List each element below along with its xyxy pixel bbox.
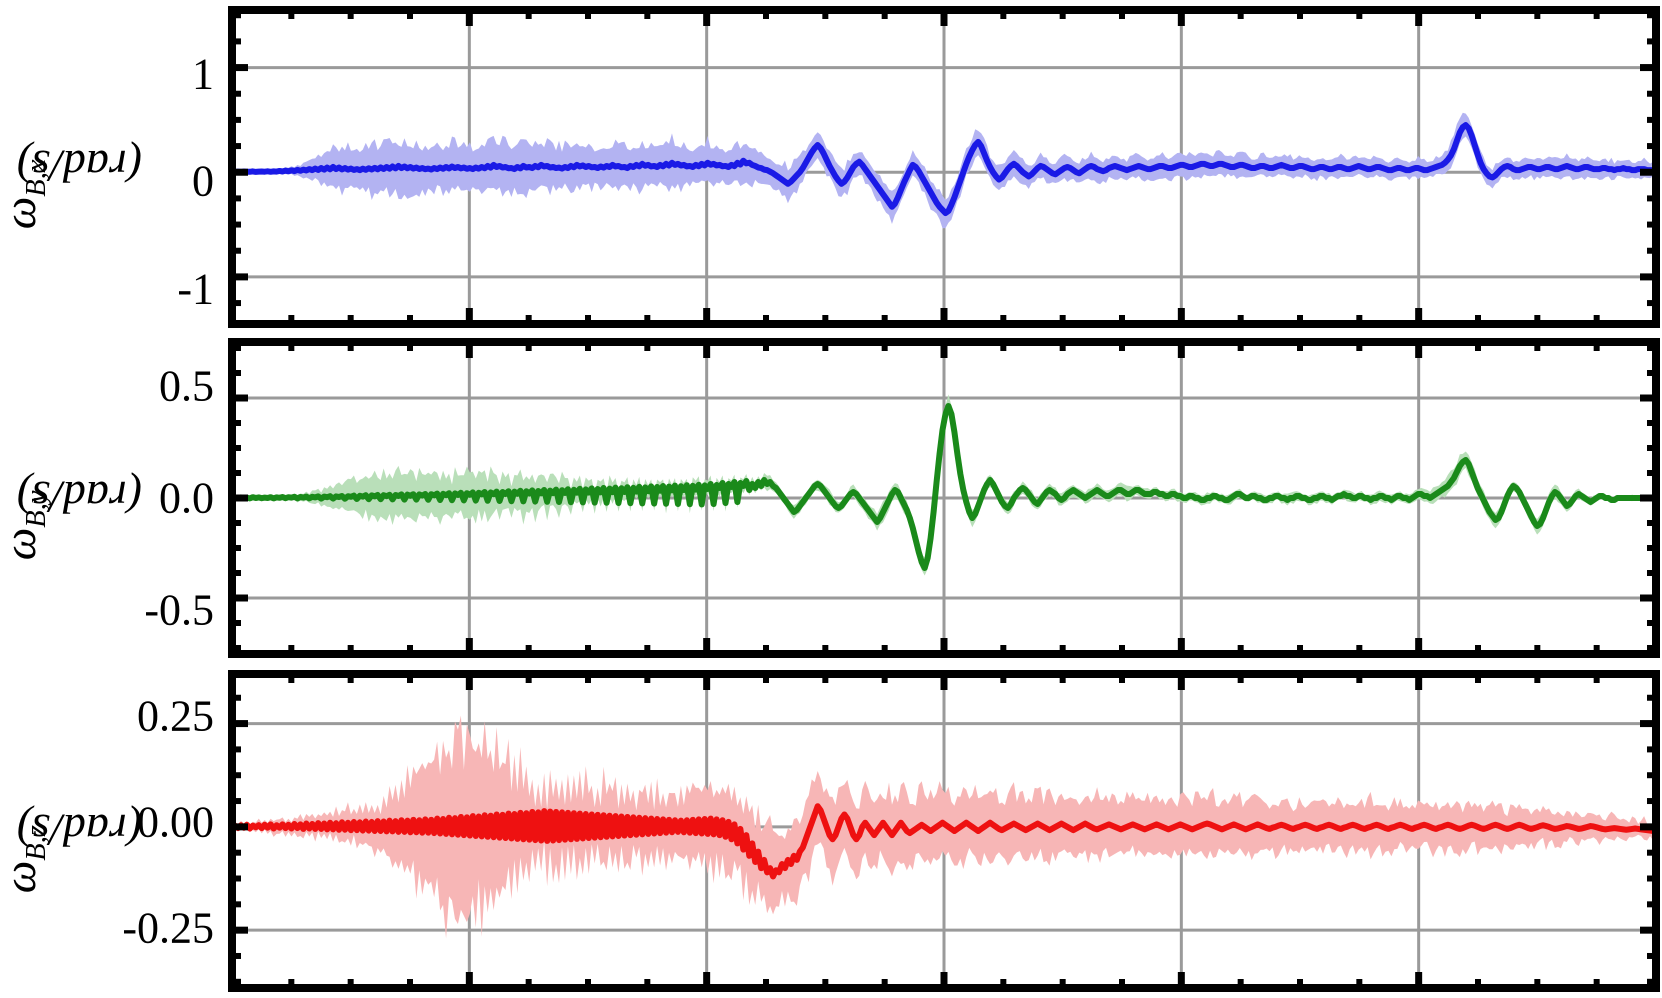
y-ticklabel: -0.25 bbox=[122, 903, 214, 953]
y-ticklabels-x: 1 0 -1 bbox=[90, 6, 214, 328]
y-ticklabel: 0.25 bbox=[137, 691, 214, 741]
panel-omega-bz: ωB,z(rad/s) 0.25 0.00 -0.25 bbox=[0, 670, 1662, 992]
y-axis-label-y: ωB,y(rad/s) bbox=[0, 338, 143, 658]
y-ticklabel: 0.0 bbox=[159, 473, 214, 523]
omega-symbol-y: ω bbox=[0, 528, 45, 560]
y-ticklabel: 0.5 bbox=[159, 361, 214, 411]
plot-area-y[interactable] bbox=[228, 338, 1660, 658]
y-ticklabels-y: 0.5 0.0 -0.5 bbox=[90, 338, 214, 658]
panel-omega-bx: ωB,x(rad/s) 1 0 -1 bbox=[0, 6, 1662, 328]
y-ticklabels-z: 0.25 0.00 -0.25 bbox=[68, 670, 214, 992]
y-ticklabel: 0.00 bbox=[137, 797, 214, 847]
y-axis-label-x: ωB,x(rad/s) bbox=[0, 6, 143, 328]
y-ticklabel: 1 bbox=[192, 49, 214, 99]
y-ticklabel: -0.5 bbox=[144, 585, 214, 635]
y-ticklabel: -1 bbox=[177, 264, 214, 314]
plot-area-x[interactable] bbox=[228, 6, 1660, 328]
omega-symbol-x: ω bbox=[0, 197, 45, 229]
panel-omega-by: ωB,y(rad/s) 0.5 0.0 -0.5 bbox=[0, 338, 1662, 658]
plot-area-z[interactable] bbox=[228, 670, 1660, 992]
y-ticklabel: 0 bbox=[192, 156, 214, 206]
omega-symbol-z: ω bbox=[0, 861, 45, 893]
